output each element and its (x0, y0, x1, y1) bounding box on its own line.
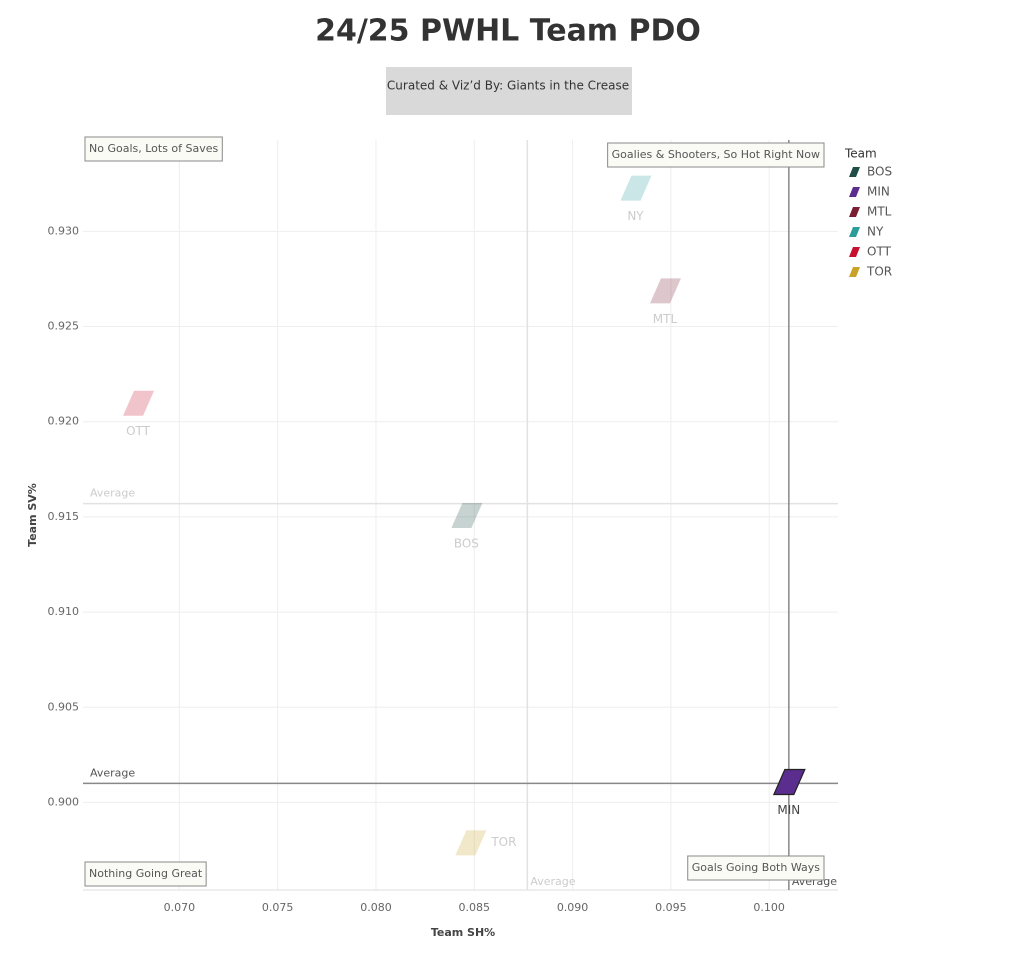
subtitle: Curated & Viz’d By: Giants in the Crease (387, 79, 629, 93)
data-label: MTL (653, 312, 678, 326)
x-tick-label: 0.085 (459, 901, 491, 914)
x-tick-label: 0.080 (360, 901, 392, 914)
reference-label: Average (90, 487, 135, 500)
legend-label: MTL (867, 205, 892, 219)
legend-label: NY (867, 225, 884, 239)
quadrant-annotation: Nothing Going Great (89, 867, 203, 880)
y-tick-label: 0.905 (48, 700, 80, 713)
legend-icon (849, 167, 860, 177)
annotation-box (84, 136, 223, 162)
quadrant-annotation: No Goals, Lots of Saves (89, 142, 219, 155)
x-tick-label: 0.090 (557, 901, 589, 914)
reference-label: Average (90, 766, 135, 779)
team-logo-marker (451, 503, 483, 528)
team-logo-marker (123, 390, 155, 416)
y-tick-label: 0.930 (48, 224, 80, 237)
team-logo-marker (455, 830, 487, 856)
legend-icon (849, 247, 860, 257)
legend-label: OTT (867, 245, 892, 259)
legend-icon (849, 227, 860, 237)
y-tick-label: 0.920 (48, 415, 80, 428)
subtitle-box (386, 67, 632, 115)
x-tick-label: 0.075 (262, 901, 294, 914)
quadrant-annotation: Goalies & Shooters, So Hot Right Now (612, 148, 820, 161)
data-label: OTT (126, 424, 151, 438)
y-tick-label: 0.925 (48, 320, 80, 333)
y-axis-title: Team SV% (26, 483, 39, 547)
x-axis-title: Team SH% (431, 926, 495, 939)
data-label: TOR (490, 835, 516, 849)
x-tick-label: 0.095 (655, 901, 687, 914)
x-tick-label: 0.100 (753, 901, 785, 914)
reference-label: Average (530, 875, 575, 888)
legend-icon (849, 187, 860, 197)
quadrant-annotation: Goals Going Both Ways (692, 861, 821, 874)
team-logo-marker (649, 278, 681, 304)
annotation-box (84, 861, 207, 887)
x-tick-label: 0.070 (164, 901, 196, 914)
legend-label: BOS (867, 165, 892, 179)
data-label: MIN (777, 803, 800, 817)
annotation-box (687, 855, 825, 881)
y-tick-label: 0.910 (48, 605, 80, 618)
legend-label: TOR (866, 265, 892, 279)
legend-label: MIN (867, 185, 890, 199)
y-tick-label: 0.915 (48, 510, 80, 523)
data-label: NY (627, 209, 644, 223)
team-logo-marker (772, 768, 806, 796)
legend-title: Team (844, 147, 877, 161)
team-logo-marker (620, 175, 652, 201)
legend-icon (849, 267, 860, 277)
data-label: BOS (454, 537, 479, 551)
chart-title: 24/25 PWHL Team PDO (315, 14, 701, 49)
legend-icon (849, 207, 860, 217)
annotation-box (607, 142, 825, 168)
y-tick-label: 0.900 (48, 795, 80, 808)
